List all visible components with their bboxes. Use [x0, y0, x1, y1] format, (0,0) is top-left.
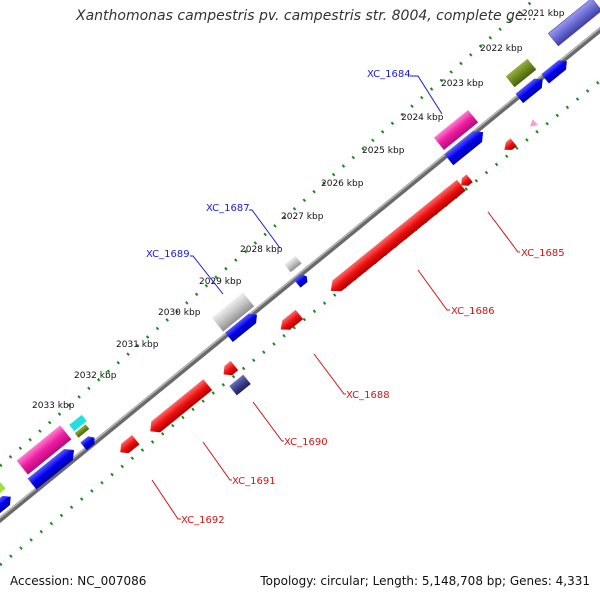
ruler-tick-label: 2028 kbp	[240, 245, 283, 255]
ruler-tick-label: 2030 kbp	[158, 308, 201, 318]
accession-label: Accession: NC_007086	[10, 574, 147, 588]
gene-feature[interactable]	[27, 445, 79, 490]
ruler-tick-label: 2023 kbp	[441, 79, 484, 89]
ruler-tick-label: 2032 kbp	[74, 371, 117, 381]
gene-label-xc-1684[interactable]: XC_1684	[367, 69, 411, 80]
ruler-tick-label: 2027 kbp	[281, 212, 324, 222]
gene-feature-xc-1688[interactable]	[277, 309, 304, 334]
map-title: Xanthomonas campestris pv. campestris st…	[76, 8, 537, 24]
gene-feature[interactable]	[16, 425, 72, 475]
gene-label-xc-1691[interactable]: XC_1691	[232, 476, 276, 487]
genome-backbone	[0, 26, 600, 524]
gene-label-xc-1692[interactable]: XC_1692	[181, 515, 225, 526]
reverse-strand-features	[116, 119, 538, 457]
ruler-tick-label: 2033 kbp	[32, 401, 75, 411]
gene-feature[interactable]	[294, 272, 310, 288]
gene-feature[interactable]	[501, 138, 517, 153]
outer-dotted-ring	[0, 0, 536, 468]
gene-feature[interactable]	[0, 492, 15, 514]
gene-feature-xc-1692[interactable]	[116, 435, 140, 457]
gene-feature-xc-1685[interactable]	[458, 174, 473, 189]
ruler-tick-labels: 2021 kbp 2022 kbp 2023 kbp 2024 kbp 2025…	[32, 9, 565, 411]
inner-dotted-ring	[0, 79, 600, 567]
gene-feature[interactable]	[74, 424, 90, 438]
gene-label-xc-1685[interactable]: XC_1685	[521, 248, 565, 259]
gene-feature[interactable]	[225, 310, 261, 342]
gene-feature-xc-1690[interactable]	[220, 360, 239, 379]
gene-feature[interactable]	[80, 434, 97, 451]
ruler-tick-label: 2029 kbp	[199, 277, 242, 287]
gene-feature[interactable]	[541, 57, 570, 84]
gene-label-xc-1690[interactable]: XC_1690	[284, 437, 328, 448]
forward-strand-features	[0, 0, 600, 514]
gene-labels: XC_1684 XC_1687 XC_1689 XC_1685 XC_1686 …	[146, 69, 565, 526]
gene-feature[interactable]	[505, 58, 537, 88]
ruler-tick-label: 2031 kbp	[116, 340, 159, 350]
gene-feature[interactable]	[547, 0, 600, 47]
ruler-tick-label: 2025 kbp	[362, 146, 405, 156]
gene-feature[interactable]	[527, 119, 538, 130]
gene-label-xc-1687[interactable]: XC_1687	[206, 203, 250, 214]
gene-feature[interactable]	[515, 75, 547, 104]
gene-feature-xc-1689[interactable]	[211, 292, 255, 332]
ruler-tick-label: 2026 kbp	[321, 179, 364, 189]
gene-feature-xc-1686[interactable]	[326, 179, 466, 297]
gene-feature[interactable]	[229, 374, 251, 396]
genome-summary: Topology: circular; Length: 5,148,708 bp…	[260, 574, 590, 588]
gene-feature-xc-1691[interactable]	[146, 379, 213, 436]
gene-feature[interactable]	[444, 127, 487, 166]
gene-label-xc-1689[interactable]: XC_1689	[146, 249, 190, 260]
gene-feature-xc-1684[interactable]	[433, 109, 479, 151]
gene-feature[interactable]	[0, 482, 6, 494]
gene-label-xc-1686[interactable]: XC_1686	[451, 306, 495, 317]
gene-feature[interactable]	[69, 414, 87, 432]
ruler-tick-label: 2021 kbp	[522, 9, 565, 19]
gene-label-xc-1688[interactable]: XC_1688	[346, 390, 390, 401]
ruler-tick-label: 2022 kbp	[480, 44, 523, 54]
ruler-tick-label: 2024 kbp	[401, 113, 444, 123]
label-connectors	[151, 75, 520, 520]
gene-feature-xc-1687[interactable]	[284, 255, 302, 273]
